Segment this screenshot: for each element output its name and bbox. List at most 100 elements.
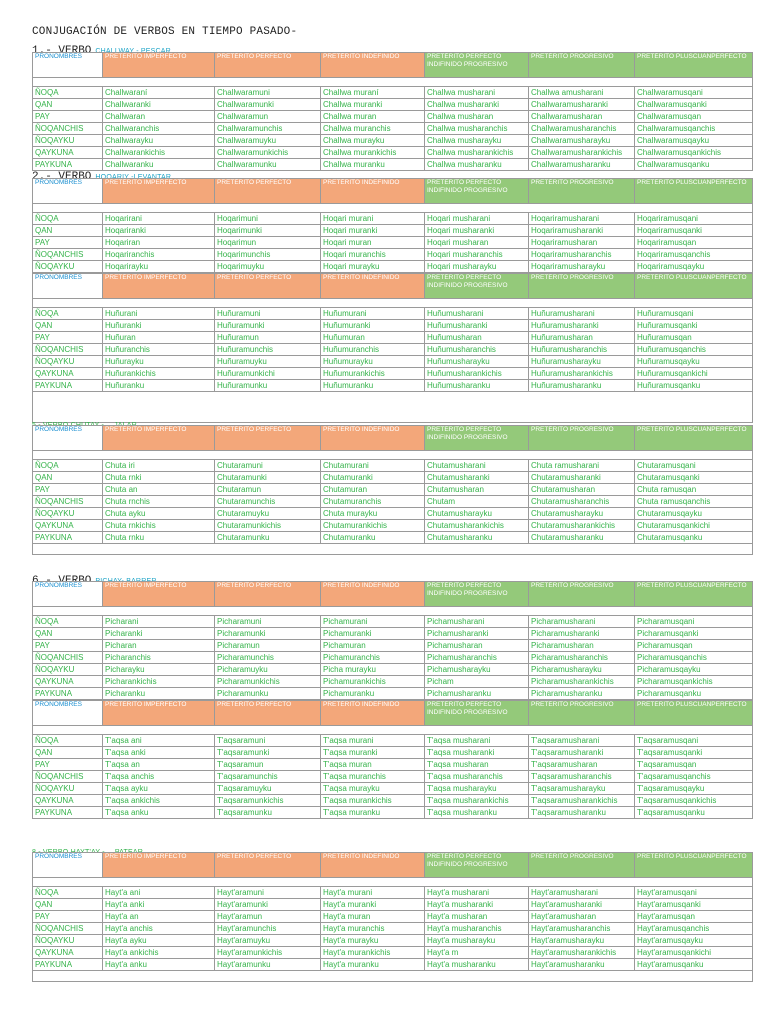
table-row: ÑOQANCHIS Hoqariranchis Hoqarimunchis Hoqar…: [32, 248, 753, 261]
conjugation-cell: Hayt'aramusharayku: [528, 934, 635, 947]
conjugation-cell: Chutaramusharan: [528, 483, 635, 496]
table-row: ÑOQA Picharani Picharamuni Pichamurani Picha…: [32, 615, 753, 628]
conjugation-cell: Hayt'a musharani: [424, 886, 529, 899]
conjugation-cell: Huñumusharan: [424, 331, 529, 344]
conjugation-cell: Hayt'aramuyku: [214, 934, 321, 947]
conjugation-cell: T'aqsa musharanchis: [424, 770, 529, 783]
table-row: ÑOQANCHIS Picharanchis Picharamunchis Picha…: [32, 651, 753, 664]
conjugation-cell: Challwaramusharankichis: [528, 146, 635, 159]
conjugation-cell: Hayt'a anchis: [102, 922, 215, 935]
table-row: ÑOQANCHIS T'aqsa anchis T'aqsaramunchis T'a…: [32, 770, 753, 783]
conjugation-cell: Hayt'a muran: [320, 910, 425, 923]
conjugation-cell: Challwaramusharanchis: [528, 122, 635, 135]
conjugation-cell: Challwarayku: [102, 134, 215, 147]
column-header: PRETÉRITO PROGRESIVO: [528, 273, 635, 299]
conjugation-cell: Chutamusharankichis: [424, 519, 529, 532]
conjugation-cell: Hayt'aramusqayku: [634, 934, 753, 947]
column-header: PRETÉRITO PROGRESIVO: [528, 700, 635, 726]
pronoun-cell: PAY: [32, 483, 103, 496]
spacer-row: [32, 450, 753, 460]
conjugation-cell: Chuta iri: [102, 459, 215, 472]
blank-row: [32, 543, 753, 555]
conjugation-cell: Hayt'aramusharanku: [528, 958, 635, 971]
conjugation-cell: Chutaramunki: [214, 471, 321, 484]
conjugation-cell: Hoqariramusharani: [528, 212, 635, 225]
column-header: PRETÉRITO PERFECTO: [214, 52, 321, 78]
table-row: QAYKUNA Huñurankichis Huñuramunkichi Huñumu…: [32, 367, 753, 380]
conjugation-cell: Chuta ramusqanchis: [634, 495, 753, 508]
conjugation-cell: Huñuramusharayku: [528, 355, 635, 368]
conjugation-cell: Challwaraní: [102, 86, 215, 99]
column-header: PRETÉRITO INDEFINIDO: [320, 425, 425, 451]
conjugation-cell: Hoqarimun: [214, 236, 321, 249]
conjugation-cell: Challwaramusqanchis: [634, 122, 753, 135]
conjugation-cell: Hoqari muran: [320, 236, 425, 249]
conjugation-cell: Challwa muranku: [320, 158, 425, 171]
conjugation-cell: Hayt'aramusharani: [528, 886, 635, 899]
pronoun-cell: PAY: [32, 639, 103, 652]
conjugation-cell: Huñumurani: [320, 307, 425, 320]
table-row: ÑOQANCHIS Hayt'a anchis Hayt'aramunchis Hay…: [32, 922, 753, 935]
conjugation-cell: Huñurani: [102, 307, 215, 320]
conjugation-cell: T'aqsaramusharan: [528, 758, 635, 771]
conjugation-cell: Huñuramunkichi: [214, 367, 321, 380]
conjugation-cell: T'aqsaramusqan: [634, 758, 753, 771]
table-row: QAN T'aqsa anki T'aqsaramunki T'aqsa murank…: [32, 746, 753, 759]
pronoun-cell: ÑOQANCHIS: [32, 651, 103, 664]
pronoun-cell: ÑOQAYKU: [32, 134, 103, 147]
conjugation-cell: Chutaramusqankichi: [634, 519, 753, 532]
conjugation-cell: Huñuramunku: [214, 379, 321, 392]
conjugation-cell: T'aqsa ayku: [102, 782, 215, 795]
table-row: PAYKUNA Hayt'a anku Hayt'aramunku Hayt'a mu…: [32, 958, 753, 971]
spacer-row: [32, 606, 753, 616]
conjugation-cell: Hayt'aramusqan: [634, 910, 753, 923]
conjugation-cell: Hayt'aramusqanchis: [634, 922, 753, 935]
conjugation-cell: Huñumusharankichis: [424, 367, 529, 380]
conjugation-cell: Challwa musharanki: [424, 98, 529, 111]
column-header: PRETÉRITO INDEFINIDO: [320, 581, 425, 607]
conjugation-cell: Challwa muran: [320, 110, 425, 123]
conjugation-cell: Hayt'a musharanchis: [424, 922, 529, 935]
conjugation-cell: Challwa muranki: [320, 98, 425, 111]
column-header: PRETÉRITO INDEFINIDO: [320, 700, 425, 726]
conjugation-cell: Hayt'a anki: [102, 898, 215, 911]
blank-row: [32, 970, 753, 982]
conjugation-cell: Huñuranchis: [102, 343, 215, 356]
conjugation-cell: Chutamuranki: [320, 471, 425, 484]
conjugation-cell: Chutaramunkichis: [214, 519, 321, 532]
column-header: PRETÉRITO INDEFINIDO: [320, 52, 425, 78]
conjugation-cell: Hayt'a ani: [102, 886, 215, 899]
conjugation-cell: Hayt'aramunkichis: [214, 946, 321, 959]
conjugation-cell: Chutaramusharanki: [528, 471, 635, 484]
conjugation-cell: Hayt'aramuni: [214, 886, 321, 899]
table-row: ÑOQAYKU T'aqsa ayku T'aqsaramuyku T'aqsa mu…: [32, 782, 753, 795]
conjugation-cell: T'aqsaramusqanki: [634, 746, 753, 759]
pronoun-cell: QAYKUNA: [32, 519, 103, 532]
conjugation-cell: Hayt'a ayku: [102, 934, 215, 947]
conjugation-table: PRONOMBRES PRETÉRITO IMPERFECTO PRETÉRITO …: [32, 273, 753, 423]
table-row: PAY Picharan Picharamun Pichamuran Pichamush…: [32, 639, 753, 652]
column-header: PRETÉRITO PROGRESIVO: [528, 581, 635, 607]
conjugation-table: PRONOMBRES PRETÉRITO IMPERFECTO PRETÉRITO …: [32, 700, 753, 819]
conjugation-cell: Hoqari musharayku: [424, 260, 529, 273]
conjugation-cell: Huñuramusqanki: [634, 319, 753, 332]
conjugation-cell: Chutamurani: [320, 459, 425, 472]
conjugation-cell: T'aqsaramusharayku: [528, 782, 635, 795]
pronoun-cell: ÑOQA: [32, 615, 103, 628]
conjugation-cell: Hoqariramusharanki: [528, 224, 635, 237]
conjugation-cell: Pichamusharanku: [424, 687, 529, 700]
conjugation-cell: Hayt'a anku: [102, 958, 215, 971]
pronoun-cell: ÑOQA: [32, 212, 103, 225]
table-row: ÑOQA Challwaraní Challwaramuni Challwa mura…: [32, 86, 753, 99]
blank-cell: [32, 543, 753, 555]
column-header: PRETÉRITO PLUSCUANPERFECTO: [634, 425, 753, 451]
table-row: ÑOQA T'aqsa ani T'aqsaramuni T'aqsa murani T…: [32, 734, 753, 747]
section-heading: 2.- VERBO HOQARIY -LEVANTAR: [32, 166, 171, 183]
conjugation-cell: Huñumusharanki: [424, 319, 529, 332]
conjugation-cell: Challwaramusharan: [528, 110, 635, 123]
pronoun-cell: ÑOQAYKU: [32, 507, 103, 520]
conjugation-cell: Picharamusharankichis: [528, 675, 635, 688]
conjugation-cell: Chuta rnki: [102, 471, 215, 484]
column-header: PRETÉRITO PERFECTO: [214, 581, 321, 607]
conjugation-cell: Pichamusharan: [424, 639, 529, 652]
